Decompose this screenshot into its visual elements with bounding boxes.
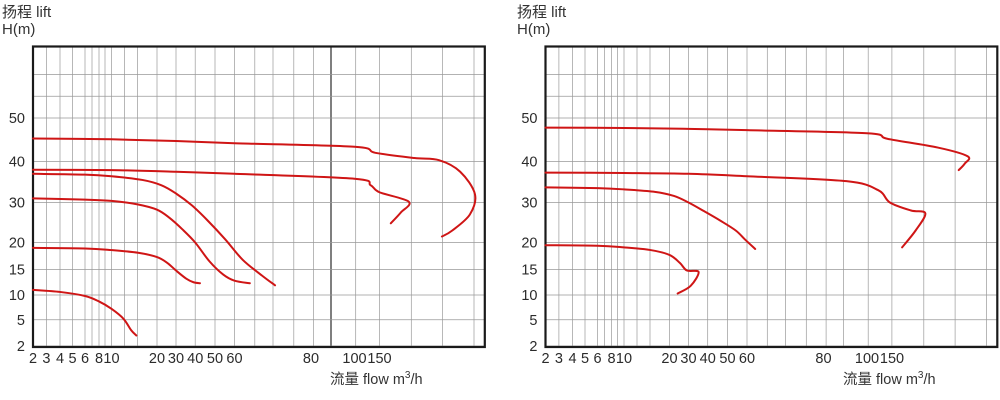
svg-text:30: 30: [680, 351, 696, 367]
svg-text:6: 6: [593, 351, 601, 367]
svg-text:3: 3: [42, 351, 50, 367]
svg-text:50: 50: [521, 111, 537, 127]
svg-text:20: 20: [661, 351, 677, 367]
svg-text:10: 10: [103, 351, 119, 367]
svg-text:8: 8: [95, 351, 103, 367]
svg-text:5: 5: [17, 313, 25, 329]
svg-text:20: 20: [9, 236, 25, 252]
svg-text:60: 60: [226, 351, 242, 367]
svg-text:50: 50: [9, 111, 25, 127]
svg-text:20: 20: [521, 236, 537, 252]
svg-text:2: 2: [529, 339, 537, 355]
svg-text:5: 5: [581, 351, 589, 367]
svg-text:5: 5: [68, 351, 76, 367]
svg-text:80: 80: [303, 351, 319, 367]
svg-text:2: 2: [17, 339, 25, 355]
svg-text:80: 80: [815, 351, 831, 367]
svg-text:30: 30: [168, 351, 184, 367]
svg-text:6: 6: [81, 351, 89, 367]
svg-text:2: 2: [29, 351, 37, 367]
svg-text:30: 30: [9, 196, 25, 212]
svg-text:2: 2: [541, 351, 549, 367]
svg-text:10: 10: [9, 288, 25, 304]
svg-text:10: 10: [616, 351, 632, 367]
svg-text:50: 50: [207, 351, 223, 367]
svg-text:4: 4: [568, 351, 576, 367]
svg-text:40: 40: [187, 351, 203, 367]
svg-text:15: 15: [9, 263, 25, 279]
svg-text:3: 3: [555, 351, 563, 367]
svg-text:10: 10: [521, 288, 537, 304]
svg-text:8: 8: [607, 351, 615, 367]
svg-text:150: 150: [880, 351, 904, 367]
svg-text:5: 5: [529, 313, 537, 329]
svg-text:60: 60: [739, 351, 755, 367]
svg-text:20: 20: [149, 351, 165, 367]
svg-text:4: 4: [56, 351, 64, 367]
svg-text:50: 50: [719, 351, 735, 367]
svg-text:15: 15: [521, 263, 537, 279]
svg-text:150: 150: [367, 351, 391, 367]
svg-text:100: 100: [342, 351, 366, 367]
svg-text:30: 30: [521, 196, 537, 212]
svg-text:100: 100: [855, 351, 879, 367]
svg-text:40: 40: [700, 351, 716, 367]
svg-text:40: 40: [521, 155, 537, 171]
svg-text:40: 40: [9, 155, 25, 171]
